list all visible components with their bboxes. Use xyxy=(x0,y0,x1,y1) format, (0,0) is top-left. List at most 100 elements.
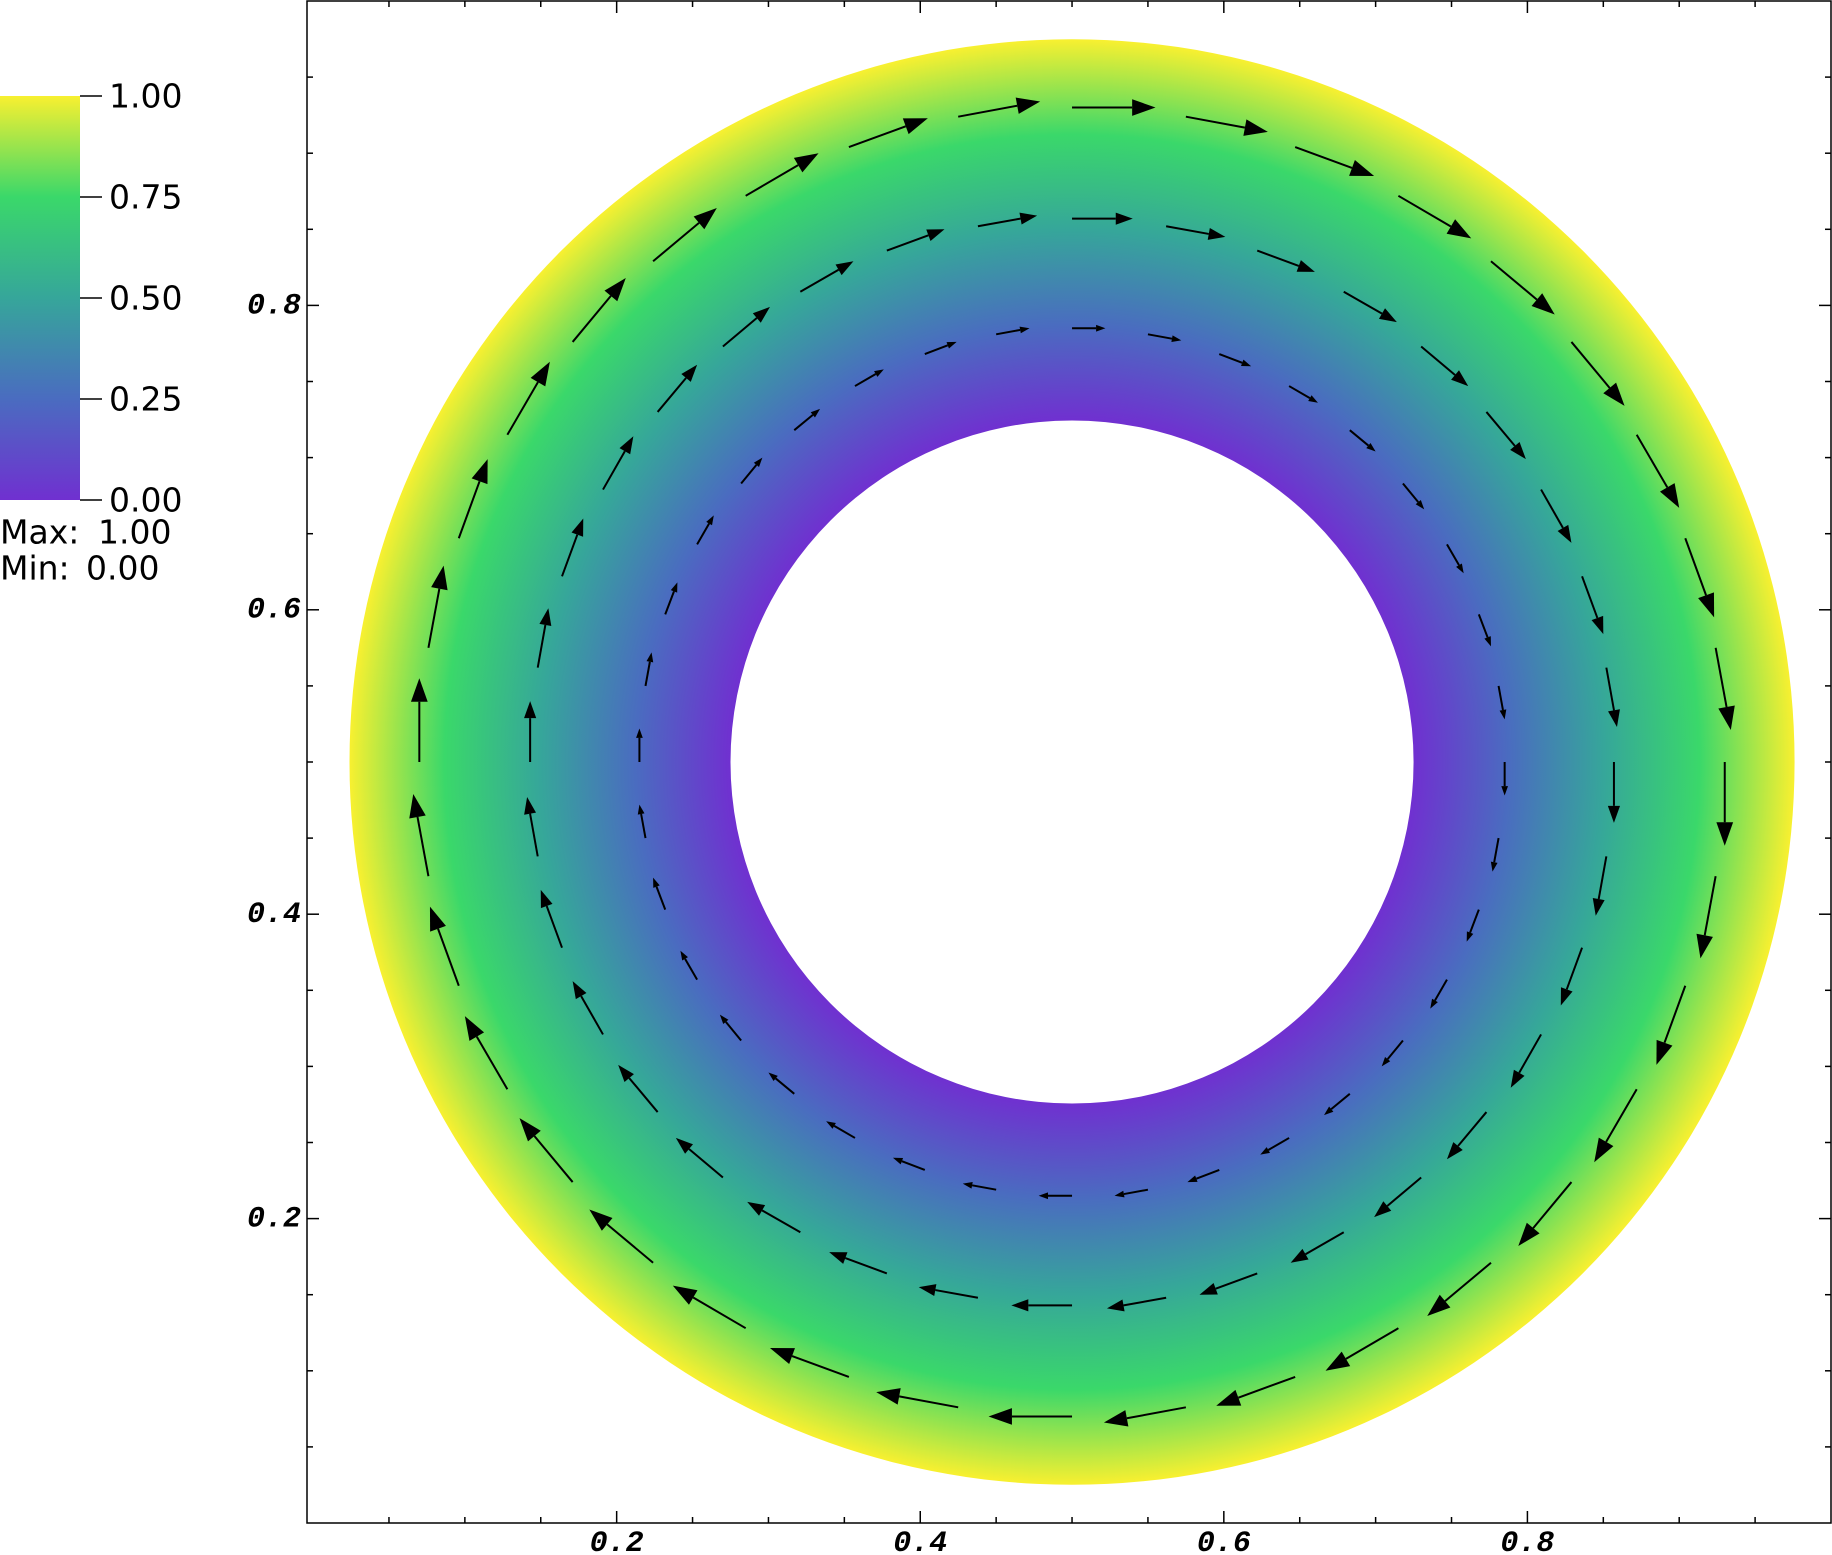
vector-arrow xyxy=(1477,614,1491,647)
arrow-head xyxy=(902,118,928,135)
vector-arrow xyxy=(1343,290,1397,323)
vector-arrow xyxy=(1216,1375,1296,1406)
vector-arrow xyxy=(464,1016,509,1090)
vector-arrow xyxy=(1518,1181,1573,1246)
vector-arrow xyxy=(1466,909,1480,942)
arrow-head xyxy=(681,364,698,382)
arrow-shaft xyxy=(457,480,481,539)
arrow-head xyxy=(680,950,688,961)
vector-arrow xyxy=(1324,1093,1351,1116)
vector-arrow xyxy=(768,1072,795,1095)
arrow-head xyxy=(1594,1137,1614,1163)
vector-arrow xyxy=(506,361,550,436)
arrow-shaft xyxy=(844,1257,888,1275)
arrow-head xyxy=(1015,97,1041,114)
arrow-shaft xyxy=(664,590,675,615)
vector-arrow xyxy=(1592,856,1608,916)
arrow-head xyxy=(1451,370,1469,387)
arrow-head xyxy=(1296,260,1315,272)
arrow-head xyxy=(1171,335,1182,343)
arrow-shaft xyxy=(1663,985,1687,1044)
vector-arrow xyxy=(977,212,1038,228)
arrow-head xyxy=(571,518,584,537)
arrow-head xyxy=(646,652,654,663)
arrow-head xyxy=(540,889,553,909)
vector-arrow xyxy=(1114,1188,1149,1198)
arrow-head xyxy=(892,1157,904,1165)
colorbar-tick-label: 1.00 xyxy=(109,77,182,116)
arrow-head xyxy=(1241,359,1252,367)
arrow-shaft xyxy=(1457,1111,1488,1147)
vector-arrow xyxy=(793,408,821,431)
arrow-shaft xyxy=(898,1395,959,1409)
arrow-shaft xyxy=(1185,115,1246,129)
arrow-head xyxy=(693,207,717,230)
arrow-shaft xyxy=(437,928,460,987)
y-tick-label: 0.6 xyxy=(247,594,301,628)
vector-arrow xyxy=(519,1118,574,1183)
arrow-head xyxy=(1349,160,1375,177)
arrow-shaft xyxy=(1469,909,1480,934)
vector-arrow xyxy=(876,1388,959,1409)
arrow-head xyxy=(524,797,537,815)
vector-arrow xyxy=(1714,647,1735,731)
vector-arrow xyxy=(1560,947,1583,1006)
arrow-shaft xyxy=(652,222,700,263)
vector-arrow xyxy=(886,229,945,252)
x-tick-label: 0.8 xyxy=(1500,1527,1554,1555)
arrow-head xyxy=(1531,293,1555,315)
arrow-shaft xyxy=(1493,837,1500,863)
arrow-shaft xyxy=(833,1125,856,1139)
arrow-head xyxy=(1106,1299,1125,1312)
vector-arrow xyxy=(1430,979,1448,1009)
arrow-shaft xyxy=(1330,1093,1351,1110)
vector-arrow xyxy=(536,608,552,668)
arrow-head xyxy=(429,906,446,932)
vector-arrow xyxy=(410,678,428,762)
arrow-head xyxy=(1216,1389,1242,1406)
x-tick-label: 0.2 xyxy=(590,1527,644,1555)
arrow-shaft xyxy=(924,344,949,356)
vector-arrow xyxy=(719,1014,742,1042)
vector-arrow xyxy=(1325,1327,1399,1371)
x-tick-label: 0.6 xyxy=(1197,1527,1251,1555)
arrow-shaft xyxy=(1540,489,1564,529)
arrow-shaft xyxy=(958,104,1018,118)
vector-arrow xyxy=(1165,225,1226,240)
arrow-shaft xyxy=(1215,1272,1258,1290)
arrow-head xyxy=(1557,524,1572,543)
arrow-shaft xyxy=(1267,1137,1290,1151)
vector-arrow xyxy=(572,981,604,1035)
arrow-head xyxy=(637,804,645,815)
arrow-head xyxy=(753,457,763,467)
arrow-head xyxy=(1603,382,1625,406)
y-tick-label: 0.2 xyxy=(247,1203,301,1237)
vector-arrow xyxy=(1594,1088,1638,1163)
arrow-head xyxy=(619,436,634,455)
arrow-head xyxy=(1103,1410,1129,1427)
arrow-head xyxy=(1243,119,1268,136)
vector-arrow xyxy=(1420,345,1469,387)
arrow-head xyxy=(1446,1142,1463,1160)
vector-arrow xyxy=(1260,1137,1290,1155)
colorbar-tick-label: 0.00 xyxy=(109,481,182,520)
vector-arrow xyxy=(1716,762,1734,846)
arrow-head xyxy=(1607,805,1621,823)
arrow-head xyxy=(1019,326,1030,334)
arrow-head xyxy=(604,278,626,302)
arrow-head xyxy=(409,793,426,819)
arrow-head xyxy=(874,369,884,377)
arrow-head xyxy=(752,306,770,323)
arrow-shaft xyxy=(1397,194,1452,228)
arrow-shaft xyxy=(475,1036,509,1090)
arrow-head xyxy=(747,1201,766,1216)
arrow-shaft xyxy=(1126,1406,1187,1420)
vector-arrow xyxy=(1290,1231,1345,1263)
field-annulus xyxy=(349,39,1795,1485)
vector-arrow xyxy=(1581,575,1604,635)
arrow-shaft xyxy=(935,1289,979,1299)
arrow-head xyxy=(1499,709,1507,720)
arrow-head xyxy=(1660,483,1680,508)
vector-arrow xyxy=(409,793,430,877)
arrow-shaft xyxy=(848,125,907,149)
